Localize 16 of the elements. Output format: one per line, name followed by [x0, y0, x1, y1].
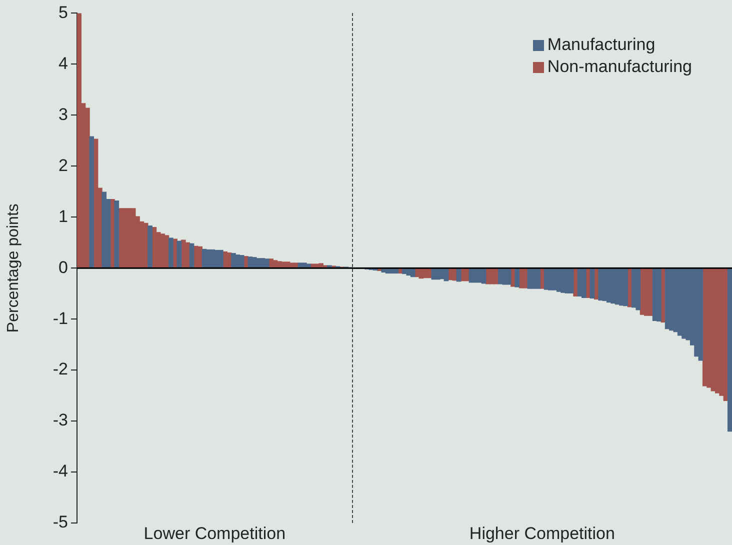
legend-label: Manufacturing: [547, 35, 656, 56]
y-tick-label: 1: [58, 206, 68, 226]
legend-label: Non-manufacturing: [547, 57, 692, 78]
y-tick-label: -4: [52, 462, 68, 481]
y-tick-label: 5: [58, 2, 68, 22]
y-tick-label: -5: [52, 512, 68, 532]
y-tick-label: -2: [52, 360, 68, 379]
y-tick-label: -1: [52, 308, 68, 328]
y-tick-label: 2: [58, 156, 68, 175]
y-axis-title: Percentage points: [5, 204, 22, 333]
text: Lower Competition: [144, 524, 286, 544]
y-tick-label: 3: [58, 104, 68, 124]
y-tick-label: 4: [58, 54, 68, 73]
y-tick-label: -3: [52, 410, 68, 430]
y-tick-label: 0: [58, 258, 68, 277]
text: Higher Competition: [469, 524, 615, 544]
